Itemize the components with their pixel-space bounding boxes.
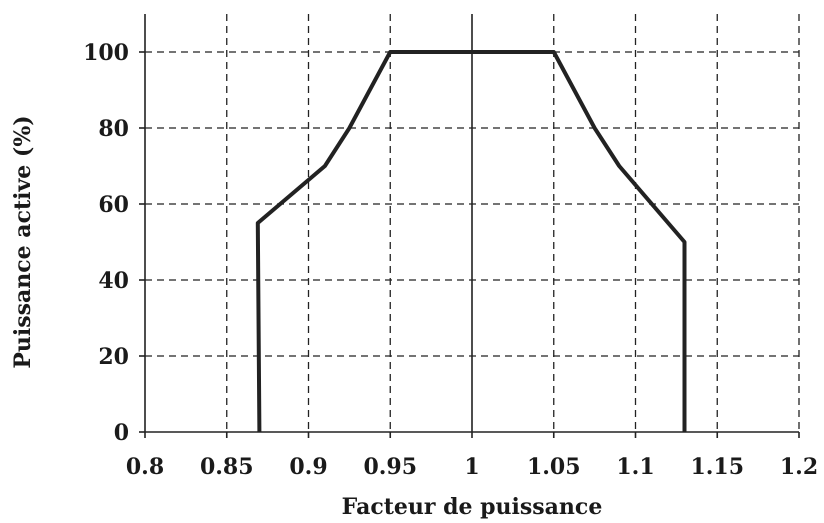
series <box>255 50 687 433</box>
y-tick-label: 60 <box>98 192 129 218</box>
x-tick-label: 0.95 <box>363 454 417 480</box>
y-tick-label: 20 <box>98 344 129 370</box>
x-axis-label: Facteur de puissance <box>342 494 603 520</box>
ticks: 0.8 0.85 0.9 0.95 1 1.05 1.1 1.15 1.2 0 20 40 60 80 10… <box>83 40 818 480</box>
y-tick-label: 40 <box>98 268 129 294</box>
x-tick-label: 1.05 <box>527 454 581 480</box>
y-tick-label: 0 <box>114 420 129 446</box>
x-tick-label: 1 <box>464 454 479 480</box>
axes <box>144 14 799 433</box>
y-tick-label: 80 <box>98 116 129 142</box>
x-tick-label: 0.85 <box>200 454 254 480</box>
y-tick-label: 100 <box>83 40 129 66</box>
y-axis-label: Puissance active (%) <box>10 115 36 368</box>
series-line <box>255 50 687 433</box>
x-tick-label: 0.8 <box>126 454 164 480</box>
x-tick-label: 0.9 <box>289 454 327 480</box>
x-tick-label: 1.15 <box>690 454 744 480</box>
x-tick-label: 1.2 <box>780 454 818 480</box>
x-tick-label: 1.1 <box>616 454 654 480</box>
